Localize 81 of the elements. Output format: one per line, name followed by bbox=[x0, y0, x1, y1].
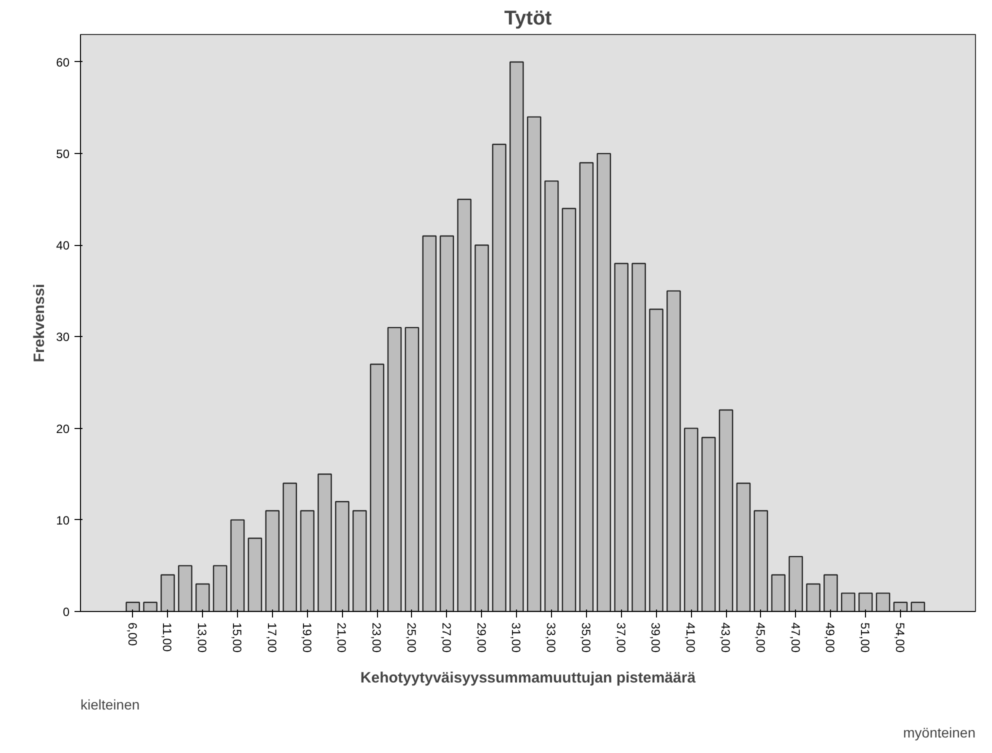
bar bbox=[788, 556, 803, 612]
y-tick-label: 10 bbox=[56, 513, 70, 528]
bar bbox=[701, 436, 716, 612]
bar bbox=[666, 290, 681, 612]
bar bbox=[526, 116, 542, 612]
bar bbox=[212, 565, 228, 612]
bar bbox=[632, 262, 646, 612]
bar bbox=[754, 510, 768, 612]
bar bbox=[300, 510, 314, 612]
x-tick-label: 15,00 bbox=[230, 622, 244, 653]
bar bbox=[265, 510, 280, 612]
bar bbox=[492, 144, 506, 612]
bar bbox=[474, 244, 489, 612]
bar bbox=[876, 592, 890, 612]
x-tick-label: 39,00 bbox=[648, 622, 663, 653]
bar bbox=[736, 482, 751, 612]
bar bbox=[684, 428, 698, 612]
text: kielteinen bbox=[80, 696, 140, 712]
x-tick-label: 54,00 bbox=[892, 622, 907, 653]
bar bbox=[160, 574, 175, 612]
bar bbox=[195, 583, 210, 612]
bar bbox=[510, 61, 524, 612]
x-tick-label: 31,00 bbox=[509, 622, 524, 653]
x-tick-label: 13,00 bbox=[195, 622, 210, 653]
bar bbox=[230, 519, 245, 612]
x-tick-label: 51,00 bbox=[858, 622, 872, 653]
x-tick-label: 41,00 bbox=[684, 622, 698, 653]
bar bbox=[318, 474, 332, 612]
bar bbox=[824, 574, 838, 612]
x-tick-label: 19,00 bbox=[300, 622, 314, 653]
x-tick-label: 47,00 bbox=[788, 622, 802, 653]
x-tick-label: 11,00 bbox=[160, 622, 174, 652]
chart-title: Tytöt bbox=[504, 8, 552, 30]
x-tick-label: 21,00 bbox=[334, 622, 349, 653]
bar bbox=[893, 602, 908, 612]
bar bbox=[718, 409, 734, 612]
bar bbox=[649, 308, 664, 612]
y-tick-label: 30 bbox=[56, 330, 70, 344]
x-tick-label: 6,00 bbox=[125, 622, 140, 646]
bar bbox=[771, 574, 786, 612]
bar bbox=[858, 592, 873, 612]
text: myönteinen bbox=[903, 724, 976, 740]
x-tick-label: 45,00 bbox=[753, 622, 768, 653]
x-tick-label: 29,00 bbox=[474, 622, 488, 653]
x-tick-label: 17,00 bbox=[264, 622, 279, 653]
y-tick-label: 0 bbox=[62, 605, 70, 619]
bar bbox=[143, 602, 158, 612]
x-tick-label: 33,00 bbox=[544, 622, 558, 653]
bar bbox=[335, 500, 350, 612]
bar bbox=[579, 162, 594, 612]
x-tick-label: 49,00 bbox=[823, 622, 838, 653]
x-tick-label: 27,00 bbox=[439, 622, 454, 653]
bar bbox=[596, 152, 612, 612]
bar bbox=[910, 602, 926, 612]
bar bbox=[248, 538, 262, 612]
y-tick-label: 50 bbox=[56, 147, 70, 162]
bar bbox=[841, 592, 856, 612]
x-tick-label: 25,00 bbox=[404, 622, 418, 653]
x-tick-label: 23,00 bbox=[370, 622, 384, 653]
bar bbox=[806, 583, 820, 612]
bar bbox=[126, 602, 140, 612]
y-axis-title: Frekvenssi bbox=[31, 284, 48, 362]
bar bbox=[370, 364, 384, 612]
bar bbox=[544, 180, 559, 612]
bar bbox=[282, 482, 297, 612]
bar bbox=[387, 326, 402, 612]
bar bbox=[457, 198, 472, 612]
x-tick-label: 43,00 bbox=[718, 622, 733, 653]
bar bbox=[352, 510, 367, 612]
bar bbox=[440, 235, 454, 612]
x-axis-title: Kehotyytyväisyyssummamuuttujan pistemäärä bbox=[360, 670, 696, 687]
bar bbox=[178, 565, 192, 612]
y-tick-label: 60 bbox=[56, 55, 70, 70]
bar bbox=[404, 326, 420, 612]
bar bbox=[422, 235, 437, 612]
x-tick-label: 37,00 bbox=[614, 622, 628, 653]
bar bbox=[562, 208, 576, 612]
x-tick-label: 35,00 bbox=[578, 622, 593, 653]
y-tick-label: 20 bbox=[56, 422, 70, 436]
bar bbox=[614, 262, 628, 612]
y-tick-label: 40 bbox=[56, 238, 70, 253]
